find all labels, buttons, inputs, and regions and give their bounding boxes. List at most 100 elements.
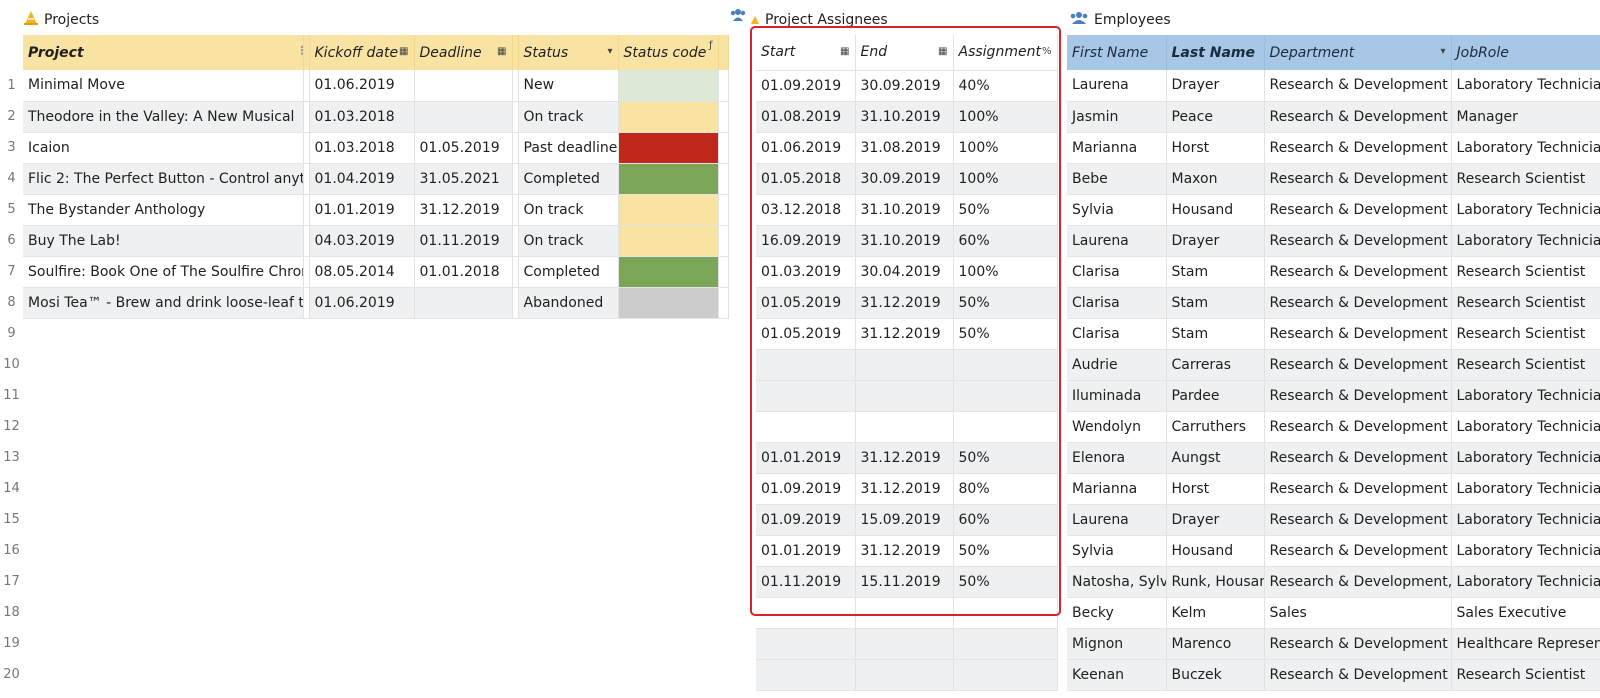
table-row[interactable]: Clarisa Stam Research & Development Researc… — [1067, 256, 1600, 288]
deadline-cell[interactable]: 31.05.2021 — [414, 163, 513, 195]
table-row[interactable] — [756, 659, 1058, 691]
table-row[interactable]: Marianna Horst Research & Development Labor… — [1067, 473, 1600, 505]
jobrole-cell[interactable]: Laboratory Technician — [1451, 566, 1600, 598]
assignment-cell[interactable]: 50% — [953, 287, 1058, 319]
jobrole-cell[interactable]: Laboratory Technician — [1451, 225, 1600, 257]
first-name-cell[interactable]: Laurena — [1067, 225, 1167, 257]
first-name-cell[interactable]: Wendolyn — [1067, 411, 1167, 443]
start-date-cell[interactable]: 01.09.2019 — [756, 504, 856, 536]
table-row[interactable]: Laurena Drayer Research & Development Labor… — [1067, 225, 1600, 257]
table-row[interactable] — [756, 349, 1058, 381]
jobrole-cell[interactable]: Laboratory Technician — [1451, 132, 1600, 164]
project-name-cell[interactable]: Buy The Lab! — [23, 225, 304, 257]
first-name-cell[interactable]: Keenan — [1067, 659, 1167, 691]
column-header-start[interactable]: Start ▦ — [756, 35, 856, 71]
table-row[interactable]: 01.05.2018 30.09.2019 100% — [756, 163, 1058, 195]
last-name-cell[interactable]: Carreras — [1166, 349, 1265, 381]
table-row[interactable]: 01.01.2019 31.12.2019 50% — [756, 535, 1058, 567]
last-name-cell[interactable]: Pardee — [1166, 380, 1265, 412]
department-cell[interactable]: Sales — [1264, 597, 1452, 629]
last-name-cell[interactable]: Aungst — [1166, 442, 1265, 474]
end-date-cell[interactable]: 31.10.2019 — [855, 101, 954, 133]
jobrole-cell[interactable]: Laboratory Technician — [1451, 504, 1600, 536]
status-cell[interactable]: On track — [518, 194, 619, 226]
department-cell[interactable]: Research & Development — [1264, 70, 1452, 102]
jobrole-cell[interactable]: Laboratory Technician — [1451, 442, 1600, 474]
end-date-cell[interactable]: 31.08.2019 — [855, 132, 954, 164]
department-cell[interactable]: Research & Development — [1264, 504, 1452, 536]
end-date-cell[interactable] — [855, 597, 954, 629]
table-row[interactable]: Marianna Horst Research & Development Labor… — [1067, 132, 1600, 164]
assignment-cell[interactable]: 50% — [953, 566, 1058, 598]
column-header-jobrole[interactable]: JobRole — [1451, 35, 1600, 70]
column-header-project[interactable]: Project ⋮ — [23, 35, 304, 70]
assignment-cell[interactable]: 100% — [953, 256, 1058, 288]
assignment-cell[interactable] — [953, 380, 1058, 412]
table-row[interactable]: Audrie Carreras Research & Development Rese… — [1067, 349, 1600, 381]
column-drag-handle-icon[interactable]: ⋮ — [296, 44, 303, 57]
last-name-cell[interactable]: Stam — [1166, 318, 1265, 350]
jobrole-cell[interactable]: Research Scientist — [1451, 318, 1600, 350]
status-cell[interactable]: Abandoned — [518, 287, 619, 319]
table-row[interactable]: Clarisa Stam Research & Development Researc… — [1067, 318, 1600, 350]
department-cell[interactable]: Research & Development — [1264, 659, 1452, 691]
first-name-cell[interactable]: Marianna — [1067, 473, 1167, 505]
last-name-cell[interactable]: Stam — [1166, 256, 1265, 288]
status-cell[interactable]: On track — [518, 225, 619, 257]
column-header-assignment[interactable]: Assignment% — [953, 35, 1058, 71]
table-row[interactable]: Elenora Aungst Research & Development Labor… — [1067, 442, 1600, 474]
table-row[interactable]: Laurena Drayer Research & Development Labor… — [1067, 70, 1600, 102]
kickoff-date-cell[interactable]: 01.03.2018 — [309, 132, 415, 164]
table-row[interactable]: 01.08.2019 31.10.2019 100% — [756, 101, 1058, 133]
start-date-cell[interactable]: 03.12.2018 — [756, 194, 856, 226]
end-date-cell[interactable] — [855, 628, 954, 660]
last-name-cell[interactable]: Stam — [1166, 287, 1265, 319]
table-row[interactable]: 01.03.2019 30.04.2019 100% — [756, 256, 1058, 288]
start-date-cell[interactable]: 01.01.2019 — [756, 535, 856, 567]
first-name-cell[interactable]: Audrie — [1067, 349, 1167, 381]
start-date-cell[interactable]: 01.05.2019 — [756, 318, 856, 350]
last-name-cell[interactable]: Drayer — [1166, 70, 1265, 102]
last-name-cell[interactable]: Peace — [1166, 101, 1265, 133]
last-name-cell[interactable]: Horst — [1166, 132, 1265, 164]
department-cell[interactable]: Research & Development — [1264, 194, 1452, 226]
start-date-cell[interactable]: 01.03.2019 — [756, 256, 856, 288]
first-name-cell[interactable]: Bebe — [1067, 163, 1167, 195]
jobrole-cell[interactable]: Laboratory Technician — [1451, 194, 1600, 226]
last-name-cell[interactable]: Carruthers — [1166, 411, 1265, 443]
table-row[interactable]: Bebe Maxon Research & Development Research … — [1067, 163, 1600, 195]
column-header-first-name[interactable]: First Name — [1067, 35, 1167, 70]
deadline-cell[interactable]: 31.12.2019 — [414, 194, 513, 226]
project-name-cell[interactable]: Soulfire: Book One of The Soulfire Chron… — [23, 256, 304, 288]
table-row[interactable]: Icaion 01.03.2018 01.05.2019 Past deadline — [23, 132, 729, 164]
status-cell[interactable]: New — [518, 70, 619, 102]
table-row[interactable] — [756, 380, 1058, 412]
table-row[interactable] — [756, 597, 1058, 629]
deadline-cell[interactable]: 01.01.2018 — [414, 256, 513, 288]
table-row[interactable]: Buy The Lab! 04.03.2019 01.11.2019 On track — [23, 225, 729, 257]
table-row[interactable]: Becky Kelm Sales Sales Executive — [1067, 597, 1600, 629]
column-header-last-name[interactable]: Last Name — [1166, 35, 1265, 70]
last-name-cell[interactable]: Horst — [1166, 473, 1265, 505]
department-cell[interactable]: Research & Development — [1264, 101, 1452, 133]
status-cell[interactable]: Completed — [518, 256, 619, 288]
project-name-cell[interactable]: Icaion — [23, 132, 304, 164]
end-date-cell[interactable]: 31.12.2019 — [855, 473, 954, 505]
department-cell[interactable]: Research & Development — [1264, 287, 1452, 319]
jobrole-cell[interactable]: Laboratory Technician — [1451, 411, 1600, 443]
end-date-cell[interactable]: 15.11.2019 — [855, 566, 954, 598]
first-name-cell[interactable]: Jasmin — [1067, 101, 1167, 133]
department-cell[interactable]: Research & Development — [1264, 535, 1452, 567]
department-cell[interactable]: Research & Development — [1264, 256, 1452, 288]
table-row[interactable] — [756, 628, 1058, 660]
status-cell[interactable]: Completed — [518, 163, 619, 195]
start-date-cell[interactable] — [756, 380, 856, 412]
end-date-cell[interactable]: 15.09.2019 — [855, 504, 954, 536]
assignment-cell[interactable]: 60% — [953, 504, 1058, 536]
assignment-cell[interactable]: 60% — [953, 225, 1058, 257]
project-name-cell[interactable]: Flic 2: The Perfect Button - Control any… — [23, 163, 304, 195]
first-name-cell[interactable]: Elenora — [1067, 442, 1167, 474]
last-name-cell[interactable]: Housand — [1166, 194, 1265, 226]
jobrole-cell[interactable]: Manager — [1451, 101, 1600, 133]
